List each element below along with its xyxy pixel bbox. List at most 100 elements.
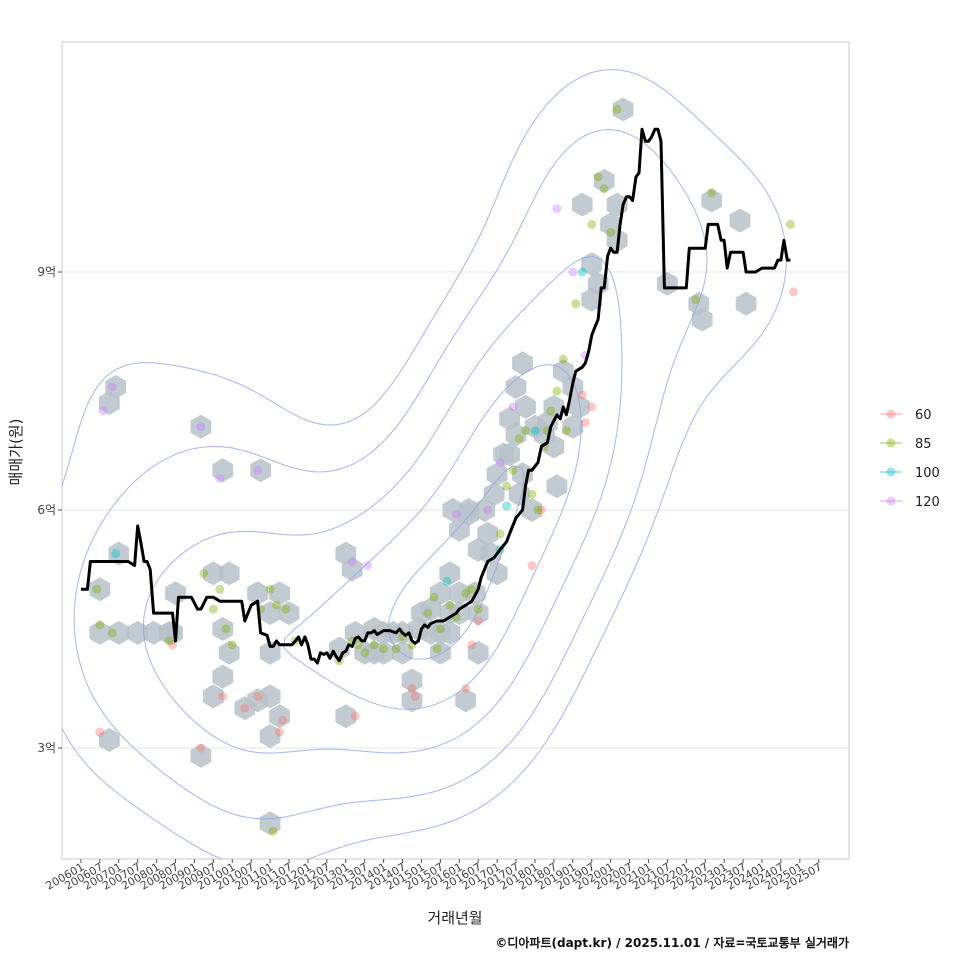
point-60 [461, 683, 471, 693]
point-120 [107, 382, 117, 392]
point-100 [577, 267, 587, 277]
point-85 [785, 219, 795, 229]
hexbin [190, 743, 212, 768]
hexbin [735, 291, 757, 316]
hexbin [474, 498, 495, 522]
x-axis-title: 거래년월 [427, 909, 482, 927]
scatter-points [92, 104, 798, 836]
hexbin [203, 561, 224, 586]
density-contour [387, 465, 525, 660]
point-60 [527, 561, 537, 571]
legend-label: 100 [915, 466, 940, 481]
point-85 [691, 295, 701, 305]
x-axis-ticks: 2006012006072007012007072008012008072009… [44, 859, 824, 893]
point-85 [221, 624, 231, 634]
legend-key-point [886, 467, 896, 477]
point-85 [502, 481, 512, 491]
point-60 [350, 711, 360, 721]
point-85 [353, 640, 363, 650]
trend-line-layer [80, 127, 791, 665]
panel-background [61, 41, 850, 860]
hexbin [269, 581, 290, 606]
point-85 [435, 624, 445, 634]
point-100 [502, 501, 512, 511]
point-60 [536, 505, 546, 515]
point-85 [520, 426, 530, 436]
hexbin [430, 640, 451, 665]
hexbin [691, 307, 713, 332]
point-100 [111, 549, 121, 559]
hexbin [335, 704, 357, 729]
hexbin [568, 394, 590, 419]
point-85 [546, 406, 556, 416]
point-85 [473, 604, 483, 614]
point-60 [410, 691, 420, 701]
point-120 [552, 204, 562, 214]
hexbin [543, 394, 565, 419]
hexbin [401, 668, 423, 693]
legend-label: 120 [915, 495, 940, 510]
hexbin [212, 458, 234, 483]
hexbin [89, 620, 111, 645]
hexbin [218, 561, 240, 586]
point-120 [196, 422, 206, 432]
hexbin [499, 442, 520, 467]
point-85 [391, 644, 401, 654]
point-85 [514, 434, 524, 444]
point-85 [527, 489, 537, 499]
hexbin [259, 601, 281, 626]
point-120 [568, 267, 578, 277]
hexbin [657, 271, 678, 296]
hexbin [259, 811, 281, 836]
point-120 [483, 505, 493, 515]
density-contour [142, 255, 623, 754]
legend-key-point [886, 438, 896, 448]
point-85 [593, 172, 603, 182]
point-100 [442, 576, 452, 586]
point-85 [379, 644, 389, 654]
point-120 [451, 509, 461, 519]
point-60 [196, 743, 206, 753]
hexbin [269, 704, 290, 729]
point-85 [599, 184, 609, 194]
hexbin [278, 601, 300, 626]
hexbin [439, 620, 461, 645]
point-85 [227, 640, 237, 650]
hexbin [505, 375, 527, 399]
hexbin [521, 498, 543, 522]
hexbin [515, 394, 536, 419]
point-120 [253, 465, 263, 475]
hexbin [439, 561, 461, 586]
point-60 [467, 640, 477, 650]
hexbin [562, 414, 584, 439]
hexbin [98, 728, 120, 752]
point-85 [495, 529, 505, 539]
hexbin [442, 498, 464, 522]
hexbin [247, 581, 268, 606]
legend: 60 85 100 120 [880, 408, 940, 510]
hexbin [486, 462, 508, 487]
point-85 [107, 628, 117, 638]
point-85 [432, 644, 442, 654]
hexbin [341, 557, 363, 582]
hexbin [480, 541, 502, 566]
hexbin [105, 375, 127, 399]
point-120 [215, 473, 225, 483]
hexbin [467, 640, 489, 665]
point-60 [577, 390, 587, 400]
hexbin [477, 521, 499, 546]
hexbin [587, 271, 609, 296]
hexbin [458, 498, 480, 522]
hexbin [448, 517, 470, 542]
point-120 [98, 406, 108, 416]
legend-label: 60 [915, 408, 932, 423]
point-85 [369, 640, 379, 650]
point-60 [167, 640, 177, 650]
hexbin [701, 188, 722, 213]
hexbin [401, 688, 423, 713]
legend-key-point [886, 496, 896, 506]
hexbin [250, 458, 271, 483]
hexbin [89, 577, 111, 602]
hexbin [373, 640, 394, 665]
density-contours [61, 68, 787, 860]
